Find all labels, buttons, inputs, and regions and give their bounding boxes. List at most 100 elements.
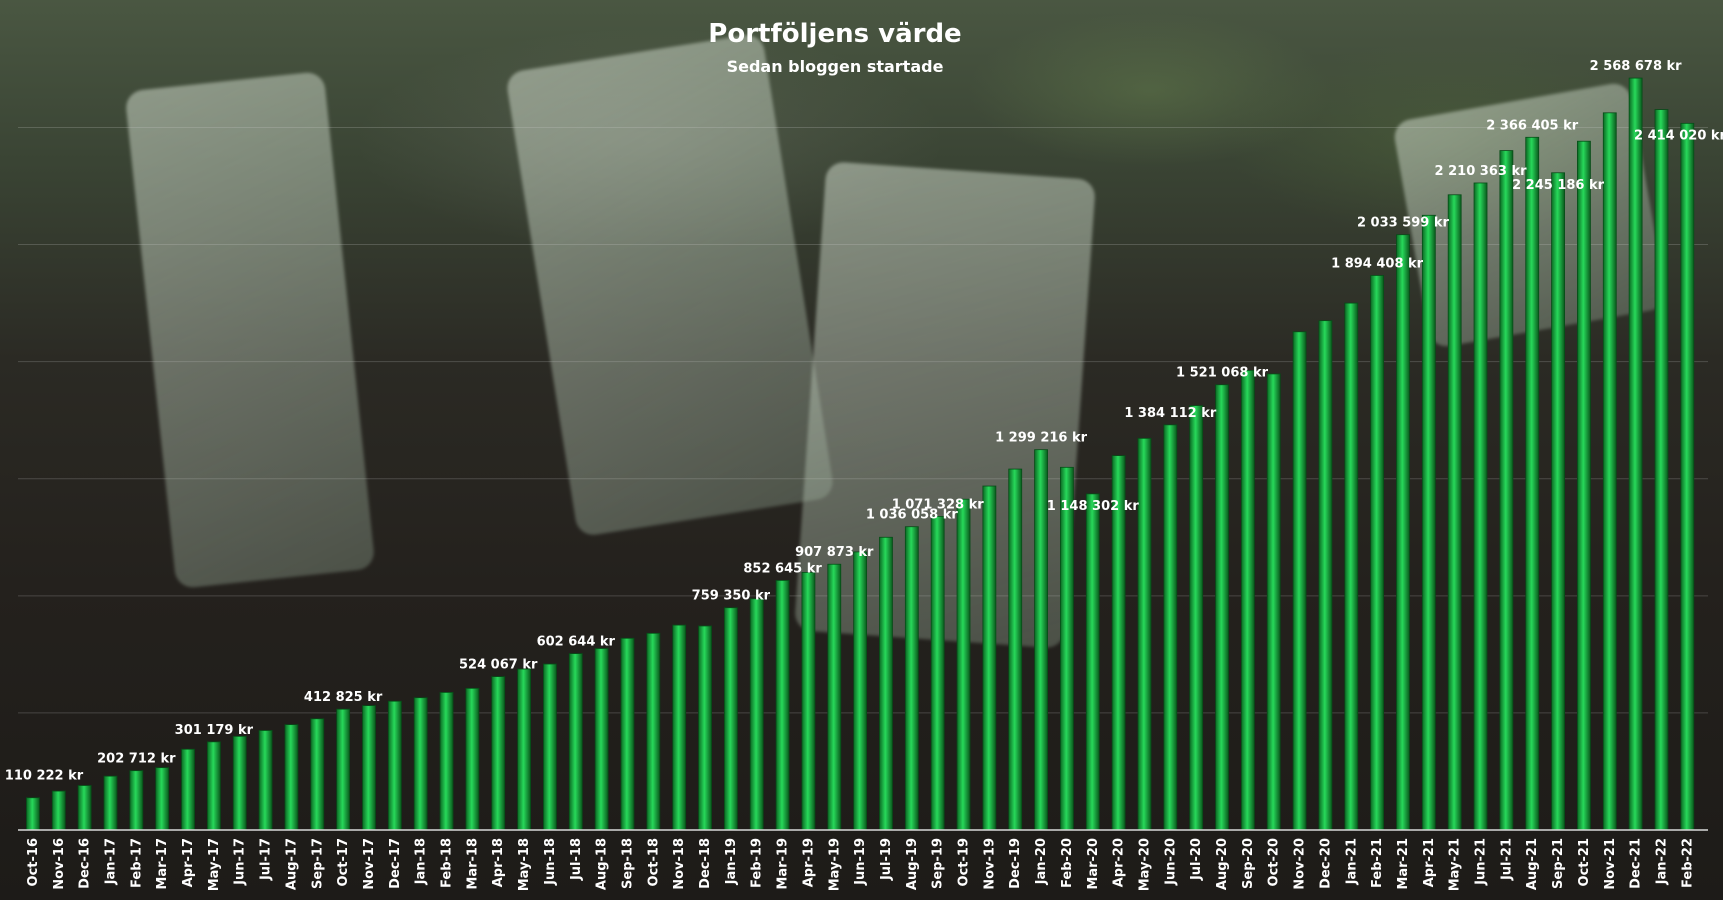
x-tick-label: Jan-20: [1034, 838, 1049, 885]
bar: [1680, 122, 1695, 831]
x-tick-label: Jun-17: [233, 838, 248, 886]
data-label: 907 873 kr: [795, 545, 874, 560]
bar: [413, 697, 428, 831]
x-tick-label: Feb-18: [440, 838, 455, 888]
bar: [1421, 214, 1436, 831]
x-tick-label: Oct-19: [957, 838, 972, 886]
x-tick-label: Dec-17: [388, 838, 403, 889]
bar: [827, 563, 842, 831]
bar: [206, 741, 221, 831]
chart-title: Portföljens värde: [708, 19, 961, 49]
bar: [930, 515, 945, 831]
x-tick-label: Nov-19: [982, 838, 997, 890]
bar: [517, 668, 531, 831]
bar: [1240, 370, 1255, 831]
bar: [1447, 194, 1462, 831]
x-tick-label: Mar-18: [465, 838, 480, 890]
x-tick-label: Mar-19: [776, 838, 791, 890]
x-tick-label: Apr-17: [181, 838, 196, 887]
bar: [698, 625, 712, 831]
x-tick-label: Mar-20: [1086, 838, 1101, 890]
x-tick-label: Jun-21: [1474, 838, 1489, 886]
bar: [336, 708, 351, 831]
bar: [26, 797, 40, 831]
x-tick-label: Jul-18: [569, 838, 584, 881]
bar: [723, 607, 738, 831]
bar: [1292, 331, 1307, 831]
bar: [465, 687, 480, 831]
bar: [258, 730, 273, 831]
x-tick-label: Oct-16: [26, 838, 41, 886]
bar: [1525, 136, 1540, 831]
bar: [1577, 140, 1591, 831]
x-tick-label: Jul-19: [879, 838, 894, 881]
bar: [1396, 234, 1410, 831]
bar: [543, 663, 557, 831]
data-label: 2 033 599 kr: [1357, 216, 1450, 231]
bar: [1060, 466, 1074, 831]
data-label: 202 712 kr: [97, 752, 176, 767]
bar: [1318, 320, 1333, 831]
x-axis-tick-labels: Oct-16 Nov-16 Dec-16 Jan-17 Feb-17 Mar-17 Apr-…: [26, 838, 1695, 891]
data-label: 1 299 216 kr: [995, 431, 1088, 446]
x-tick-label: Sep-19: [931, 838, 946, 889]
bar: [594, 648, 609, 831]
bar: [77, 785, 92, 831]
x-tick-label: Dec-18: [698, 838, 713, 889]
bar-series: [26, 77, 1695, 831]
x-tick-label: Aug-20: [1215, 838, 1230, 890]
data-label: 1 384 112 kr: [1124, 406, 1217, 421]
x-tick-label: May-18: [517, 838, 532, 891]
bar: [284, 724, 299, 831]
x-tick-label: Feb-19: [750, 838, 765, 888]
bar: [956, 498, 971, 831]
bar: [181, 748, 195, 831]
x-tick-label: Aug-17: [284, 838, 299, 890]
bar: [155, 767, 170, 831]
x-tick-label: Nov-21: [1603, 838, 1618, 890]
bar: [1628, 77, 1643, 831]
bar: [387, 700, 402, 831]
x-tick-label: Nov-17: [362, 838, 377, 890]
x-tick-label: Apr-21: [1422, 838, 1437, 887]
x-tick-label: Oct-21: [1577, 838, 1592, 886]
data-label: 524 067 kr: [459, 658, 538, 673]
x-tick-label: Aug-21: [1525, 838, 1540, 890]
bar: [491, 676, 506, 831]
x-tick-label: Jan-21: [1344, 838, 1359, 885]
data-label: 852 645 kr: [743, 561, 822, 576]
data-label: 1 148 302 kr: [1047, 499, 1140, 514]
bar: [439, 692, 454, 831]
data-label: 2 210 363 kr: [1435, 164, 1528, 179]
x-tick-label: Jun-18: [543, 838, 558, 886]
bar: [1137, 437, 1152, 831]
x-tick-label: Nov-16: [52, 838, 67, 890]
x-tick-label: Jul-20: [1189, 838, 1204, 881]
bar: [853, 551, 868, 831]
bar: [672, 624, 687, 831]
x-tick-label: May-17: [207, 838, 222, 891]
bar: [1189, 405, 1204, 831]
x-tick-label: Oct-20: [1267, 838, 1282, 886]
bar: [1370, 275, 1385, 831]
x-tick-label: Feb-17: [129, 838, 144, 888]
x-tick-label: Jan-18: [414, 838, 429, 885]
chart-subtitle: Sedan bloggen startade: [727, 57, 944, 76]
x-tick-label: Nov-20: [1293, 838, 1308, 890]
x-tick-label: May-20: [1137, 838, 1152, 891]
bar: [1085, 493, 1100, 831]
bar: [1034, 449, 1048, 831]
bar: [51, 790, 66, 831]
x-tick-label: Sep-17: [310, 838, 325, 889]
x-tick-label: Jan-22: [1654, 838, 1669, 885]
data-label: 759 350 kr: [692, 589, 771, 604]
bar: [1266, 373, 1281, 831]
data-label: 110 222 kr: [5, 769, 84, 784]
bar: [568, 653, 583, 831]
data-label: 2 414 020 kr: [1634, 128, 1723, 143]
bar: [1499, 150, 1514, 831]
bar: [129, 770, 144, 831]
x-tick-label: Jul-17: [259, 838, 274, 881]
bar: [1163, 424, 1178, 831]
